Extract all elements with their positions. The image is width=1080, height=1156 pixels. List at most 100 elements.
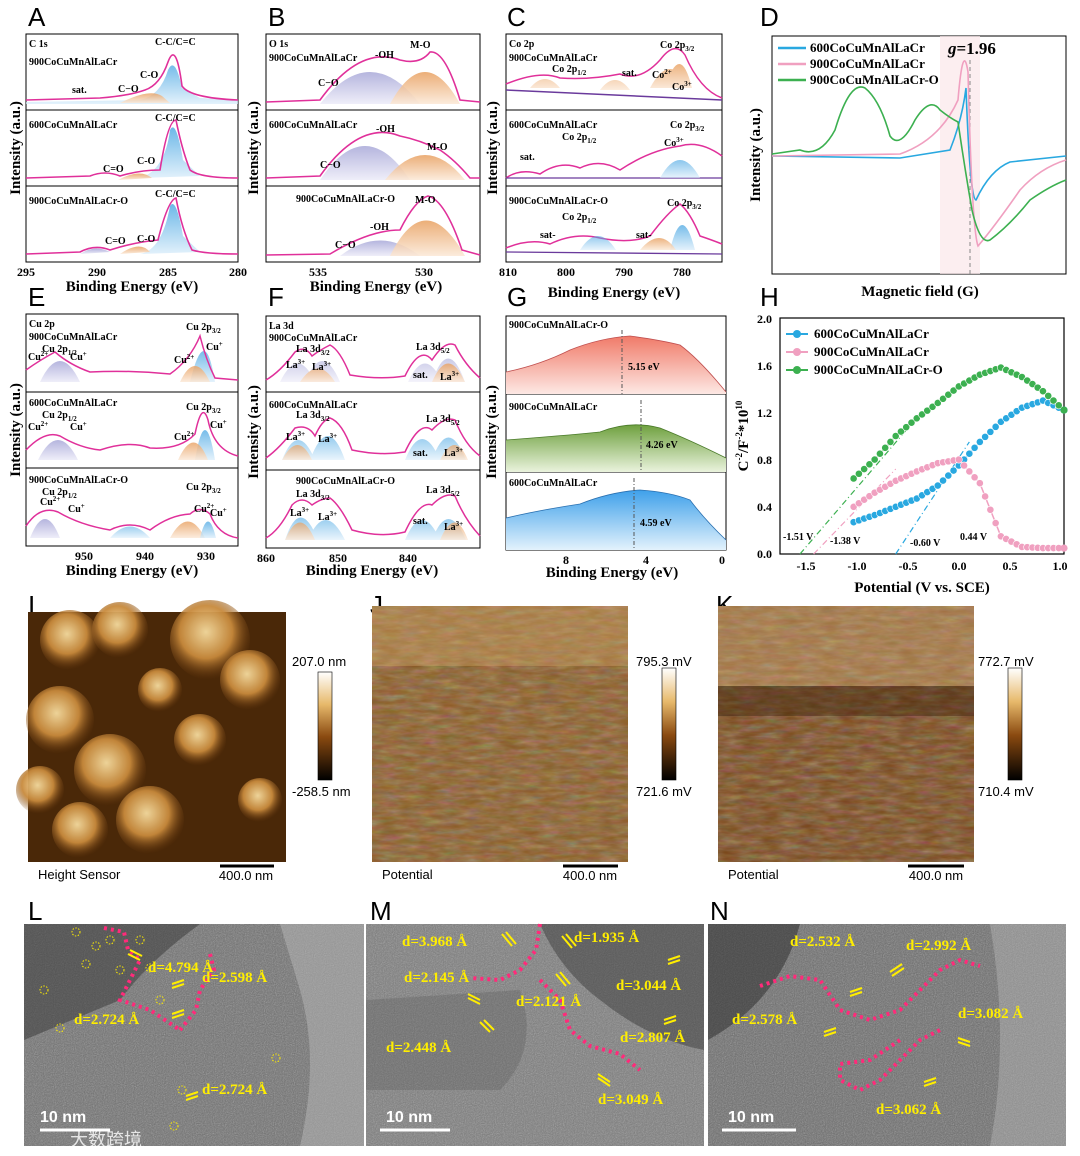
mott-data-point	[907, 418, 916, 427]
c-peak-sat-3: sat-	[540, 230, 556, 241]
f-peak-la-2c: La3+	[444, 446, 463, 459]
m-spacing: d=3.049 Å	[598, 1092, 663, 1108]
e-peak-2p32-2-main: Cu 2p	[186, 402, 212, 413]
c-peak-co3-2-sup: 3+	[676, 136, 684, 144]
b-peak-mo-1: M-O	[410, 40, 431, 51]
panel-m: d=3.968 Å d=1.935 Å d=2.145 Å d=2.121 Å …	[366, 923, 704, 1146]
e-peak-2p12-1-main: Cu 2p	[42, 344, 68, 355]
m-spacing: d=2.145 Å	[404, 970, 469, 986]
h-legend-600: 600CoCuMnAlLaCr	[814, 326, 929, 341]
h-legend-900: 900CoCuMnAlLaCr	[814, 344, 929, 359]
e-peak-cu2-3b: Cu2+	[194, 502, 214, 515]
mott-data-point	[949, 466, 958, 475]
f-peak-la-3b: La3+	[318, 510, 337, 523]
e-peak-cu1-2b-sup: +	[223, 418, 227, 426]
i-cb-bottom: -258.5 nm	[292, 784, 351, 799]
e-peak-cu2-3b-main: Cu	[194, 504, 207, 515]
e-peak-cu2-2b: Cu2+	[174, 430, 194, 443]
panel-letters: A B C D E F G H I J K L M N	[28, 2, 779, 926]
h-annotation: 0.44 V	[960, 532, 988, 543]
e-peak-2p32-3: Cu 2p3/2	[186, 482, 221, 495]
f-peak-la-2b-main: La	[318, 434, 330, 445]
mott-data-point	[944, 471, 953, 480]
e-peak-cu1-3-sup: +	[81, 502, 85, 510]
h-ylabel-mult: *10	[736, 410, 752, 433]
panel-letter-h: H	[760, 282, 779, 312]
e-peak-2p12-1-sub: 1/2	[68, 349, 77, 357]
panel-b: O 1s 900CoCuMnAlLaCr 600CoCuMnAlLaCr 900…	[246, 33, 481, 295]
f-peak-la-2c-sup: 3+	[456, 446, 464, 454]
e-peak-cu1-3b: Cu+	[210, 506, 227, 519]
h-ylabel-exp: 10	[734, 400, 744, 410]
panel-g-labels: 900CoCuMnAlLaCr-O 900CoCuMnAlLaCr 600CoC…	[509, 320, 678, 529]
n-spacing: d=2.992 Å	[906, 938, 971, 954]
d-ylabel: Intensity (a.u.)	[748, 108, 764, 202]
n-spacings: d=2.532 Å d=2.992 Å d=2.578 Å d=3.082 Å …	[732, 934, 1023, 1118]
e-peak-cu1-3: Cu+	[68, 502, 85, 515]
a-peak-c-o-1: C−O	[118, 84, 139, 95]
mott-data-point	[1060, 406, 1068, 414]
mott-data-point	[891, 432, 900, 440]
b-peak-oh-2: -OH	[376, 124, 395, 135]
c-peak-sat-4: sat-	[636, 230, 652, 241]
f-ylabel: Intensity (a.u.)	[246, 385, 262, 479]
e-peak-cu1-1-main: Cu	[70, 352, 83, 363]
f-peak-d52-3: La 3d5/2	[426, 485, 460, 498]
mott-data-point	[854, 469, 863, 478]
a-xticks: 295 290 285 280	[17, 265, 247, 279]
l-circles	[39, 927, 281, 1131]
f-peak-la-2: La3+	[286, 430, 305, 443]
a-xtick: 295	[17, 265, 35, 279]
e-peak-cu1-2b: Cu+	[210, 418, 227, 431]
f-peak-d52-2: La 3d5/2	[426, 414, 460, 427]
f-sample-3: 900CoCuMnAlLaCr-O	[296, 476, 395, 487]
f-peak-la-3b-sup: 3+	[330, 510, 338, 518]
e-peak-cu2-2-sup: 2+	[41, 420, 49, 428]
mott-data-point	[928, 402, 937, 411]
e-peak-2p12-3-main: Cu 2p	[42, 487, 68, 498]
c-peak-2p32-2-main: Co 2p	[670, 120, 696, 131]
panel-l: d=4.794 Å d=2.598 Å d=2.724 Å d=2.724 Å …	[24, 924, 364, 1146]
h-ylabel-f: /F	[736, 440, 752, 454]
f-peak-d32-3-sub: 3/2	[321, 494, 330, 502]
mott-data-point	[849, 474, 858, 483]
mott-tangent-line	[895, 441, 970, 555]
f-peak-la-3b-main: La	[318, 512, 330, 523]
f-peak-la-1b-main: La	[312, 362, 324, 373]
panel-a: C 1s 900CoCuMnAlLaCr 600CoCuMnAlLaCr 900…	[8, 33, 247, 295]
b-peak-oh-3: -OH	[370, 222, 389, 233]
mott-data-point	[870, 455, 879, 464]
e-peak-cu2-2-main: Cu	[28, 422, 41, 433]
a-peak-co-2: C-O	[137, 156, 156, 167]
f-peak-la-1c: La3+	[440, 370, 459, 383]
f-peak-la-2b: La3+	[318, 432, 337, 445]
c-peak-co2-1: Co2+	[652, 68, 672, 81]
e-peak-2p12-3: Cu 2p1/2	[42, 487, 77, 500]
panel-letter-c: C	[507, 2, 526, 32]
f-sample-1: 900CoCuMnAlLaCr	[269, 333, 358, 344]
panel-e-labels: Cu 2p 900CoCuMnAlLaCr 600CoCuMnAlLaCr 90…	[28, 319, 227, 519]
e-peak-cu1-3b-main: Cu	[210, 508, 223, 519]
f-peak-d32-2: La 3d3/2	[296, 410, 330, 423]
panel-i: Height Sensor 400.0 nm 207.0 nm -258.5 n…	[16, 600, 351, 884]
e-peak-cu1-1b-main: Cu	[206, 342, 219, 353]
f-peak-d52-1: La 3d5/2	[416, 342, 450, 355]
e-peak-cu1-1b: Cu+	[206, 340, 223, 353]
e-peak-2p12-2-sub: 1/2	[68, 415, 77, 423]
e-peak-cu2-2: Cu2+	[28, 420, 48, 433]
e-peak-cu1-2-main: Cu	[70, 422, 83, 433]
d-xlabel: Magnetic field (G)	[861, 284, 978, 300]
mott-plot	[799, 363, 1068, 555]
c-xlabel: Binding Energy (eV)	[548, 285, 681, 301]
b-core-label: O 1s	[269, 39, 288, 50]
f-peak-d32-1-main: La 3d	[296, 344, 321, 355]
mott-data-point	[1049, 396, 1058, 405]
f-peak-la-3c: La3+	[444, 520, 463, 533]
c-ylabel: Intensity (a.u.)	[485, 101, 501, 195]
c-peak-sat-1: sat.	[622, 68, 637, 79]
mott-data-point	[986, 427, 995, 436]
c-peak-2p32-3-main: Co 2p	[667, 198, 693, 209]
f-peak-d52-1-sub: 5/2	[441, 347, 450, 355]
f-peak-sat-2: sat.	[413, 448, 428, 459]
